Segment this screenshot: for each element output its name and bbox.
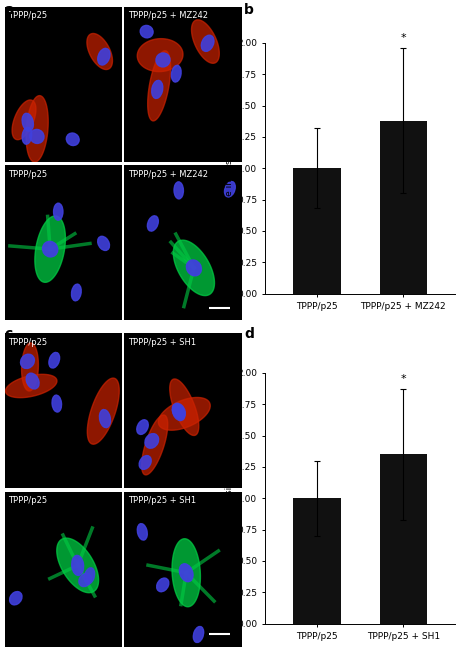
Ellipse shape: [22, 127, 32, 144]
Ellipse shape: [137, 420, 148, 434]
Bar: [293, 498, 341, 624]
Ellipse shape: [157, 578, 169, 592]
Polygon shape: [173, 240, 214, 296]
Ellipse shape: [66, 133, 79, 146]
Ellipse shape: [22, 114, 33, 131]
Ellipse shape: [98, 236, 109, 250]
Ellipse shape: [52, 395, 62, 412]
Ellipse shape: [140, 26, 153, 38]
Text: TPPP/p25 + SH1: TPPP/p25 + SH1: [128, 338, 196, 347]
Ellipse shape: [100, 410, 110, 428]
Text: TPPP/p25: TPPP/p25: [8, 170, 47, 179]
Ellipse shape: [173, 404, 185, 420]
Polygon shape: [35, 216, 65, 282]
Ellipse shape: [98, 48, 110, 65]
Polygon shape: [158, 397, 210, 430]
Polygon shape: [142, 415, 168, 475]
Y-axis label: Fluorescence intensity (normalized): Fluorescence intensity (normalized): [225, 87, 234, 249]
Y-axis label: Fluorescence intensity (normalized): Fluorescence intensity (normalized): [225, 417, 234, 579]
Text: b: b: [244, 3, 254, 17]
Ellipse shape: [145, 434, 159, 448]
Polygon shape: [170, 379, 199, 436]
Ellipse shape: [54, 203, 63, 220]
Text: TPPP/p25 + MZ242: TPPP/p25 + MZ242: [128, 170, 208, 179]
Bar: [380, 454, 427, 624]
Text: a: a: [5, 3, 14, 17]
Ellipse shape: [43, 242, 58, 257]
Polygon shape: [22, 343, 38, 391]
Polygon shape: [137, 39, 183, 71]
Ellipse shape: [20, 354, 35, 368]
Bar: [380, 121, 427, 294]
Text: d: d: [244, 327, 254, 341]
Polygon shape: [12, 100, 36, 140]
Text: TPPP/p25 + SH1: TPPP/p25 + SH1: [128, 496, 196, 506]
Ellipse shape: [147, 216, 158, 231]
Polygon shape: [26, 96, 48, 162]
Ellipse shape: [9, 591, 22, 605]
Text: *: *: [401, 33, 406, 43]
Ellipse shape: [72, 284, 81, 301]
Ellipse shape: [30, 129, 44, 143]
Polygon shape: [57, 538, 99, 593]
Ellipse shape: [225, 182, 235, 197]
Ellipse shape: [137, 523, 147, 540]
Ellipse shape: [172, 403, 185, 419]
Text: TPPP/p25 + MZ242: TPPP/p25 + MZ242: [128, 11, 208, 20]
Text: TPPP/p25: TPPP/p25: [8, 338, 47, 347]
Ellipse shape: [72, 556, 83, 576]
Ellipse shape: [84, 568, 95, 584]
Ellipse shape: [186, 260, 201, 276]
Polygon shape: [148, 51, 171, 121]
Ellipse shape: [79, 574, 91, 587]
Ellipse shape: [26, 373, 39, 389]
Bar: [293, 168, 341, 294]
Text: *: *: [401, 374, 406, 384]
Ellipse shape: [152, 81, 163, 98]
Polygon shape: [87, 378, 119, 444]
Text: c: c: [5, 327, 13, 341]
Ellipse shape: [201, 35, 214, 51]
Text: TPPP/p25: TPPP/p25: [8, 496, 47, 506]
Ellipse shape: [139, 455, 151, 469]
Ellipse shape: [156, 53, 170, 67]
Ellipse shape: [49, 352, 60, 368]
Text: TPPP/p25: TPPP/p25: [8, 11, 47, 20]
Polygon shape: [191, 20, 219, 63]
Polygon shape: [6, 374, 57, 398]
Polygon shape: [172, 539, 201, 607]
Ellipse shape: [179, 564, 193, 581]
Ellipse shape: [172, 65, 181, 82]
Ellipse shape: [174, 182, 183, 199]
Polygon shape: [87, 34, 112, 69]
Ellipse shape: [193, 626, 204, 642]
